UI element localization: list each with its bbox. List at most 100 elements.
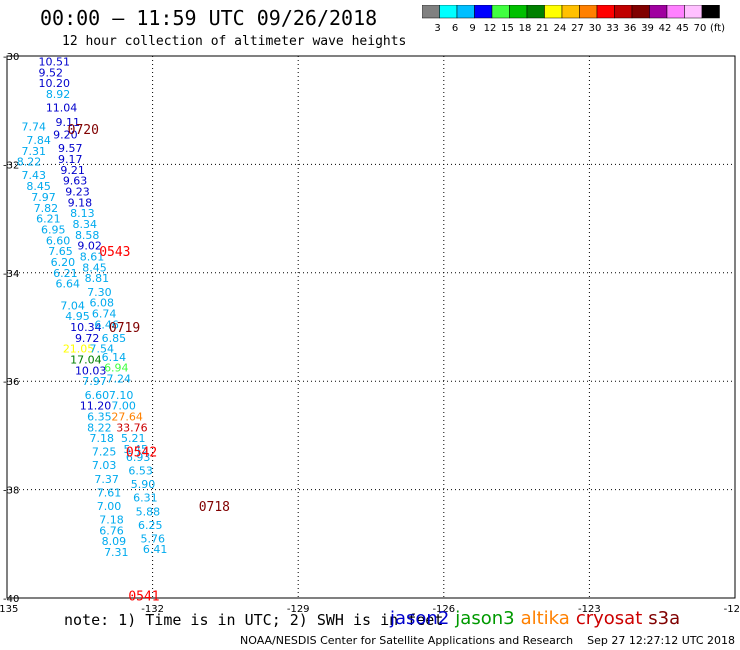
longitude-tick-label: -123 (578, 604, 601, 612)
wave-height-value: 6.14 (102, 351, 127, 364)
wave-height-value: 6.53 (128, 465, 153, 478)
wave-height-value: 7.10 (109, 389, 134, 402)
colorbar-label: 12 (484, 23, 497, 34)
wave-height-value: 6.95 (41, 223, 65, 236)
satellite-legend-s3a: s3a (648, 608, 681, 629)
wave-height-value: 6.60 (46, 234, 71, 247)
wave-height-value: 7.97 (31, 191, 56, 204)
wave-height-value: 7.43 (22, 169, 46, 182)
map-subtitle: 12 hour collection of altimeter wave hei… (62, 34, 407, 49)
wave-height-value: 5.45 (123, 443, 148, 456)
latitude-tick-label: -36 (3, 377, 19, 388)
pass-time-label: 0542 (126, 446, 157, 461)
wave-height-value: 11.04 (46, 101, 78, 114)
wave-height-value: 9.63 (63, 175, 88, 188)
colorbar-swatch (701, 5, 720, 19)
longitude-tick-label: -129 (287, 604, 310, 612)
colorbar-label: 70 (694, 23, 707, 34)
wave-height-value: 7.30 (87, 286, 112, 299)
wave-height-value: 9.20 (53, 129, 78, 142)
map-frame (6, 55, 736, 599)
wave-height-value: 6.46 (94, 318, 119, 331)
pass-time-label: 0719 (109, 321, 140, 336)
latitude-tick-label: -30 (3, 52, 19, 63)
wave-height-value: 21.05 (63, 343, 95, 356)
colorbar-label: 42 (659, 23, 672, 34)
wave-height-value: 7.25 (92, 446, 117, 459)
wave-height-value: 7.18 (99, 513, 124, 526)
colorbar-label: 39 (641, 23, 654, 34)
colorbar-label: 9 (469, 23, 475, 34)
colorbar-label: 30 (589, 23, 602, 34)
wave-height-value: 6.21 (36, 213, 61, 226)
satellite-legend-altika: altika (520, 608, 570, 629)
wave-height-value: 6.94 (104, 362, 129, 375)
wave-height-value: 7.00 (97, 500, 122, 513)
wave-height-value: 6.64 (56, 278, 81, 291)
wave-height-value: 9.02 (77, 240, 102, 253)
colorbar-label: (ft) (710, 23, 725, 34)
latitude-tick-label: -40 (3, 594, 19, 605)
wave-height-value: 7.31 (104, 546, 129, 559)
wave-height-value: 6.85 (102, 332, 127, 345)
wave-height-value: 6.60 (85, 389, 110, 402)
wave-height-value: 6.20 (51, 256, 76, 269)
colorbar-label: 21 (536, 23, 549, 34)
wave-height-value: 10.34 (70, 321, 102, 334)
wave-height-value: 11.20 (80, 400, 112, 413)
satellite-legend-jason3: jason3 (455, 608, 515, 629)
longitude-tick-label: -126 (432, 604, 455, 612)
colorbar-label: 33 (606, 23, 619, 34)
wave-height-value: 10.03 (75, 364, 107, 377)
wave-height-value: 8.81 (85, 272, 110, 285)
wave-height-value: 7.97 (82, 375, 107, 388)
wave-height-value: 8.45 (82, 261, 107, 274)
credit-footer: NOAA/NESDIS Center for Satellite Applica… (240, 634, 736, 647)
latitude-tick-label: -32 (3, 160, 19, 171)
wave-height-value: 4.95 (65, 310, 90, 323)
wave-height-value: 8.22 (87, 421, 112, 434)
wave-height-value: 33.76 (116, 421, 148, 434)
wave-height-value: 7.74 (22, 120, 46, 133)
wave-height-value: 7.61 (97, 486, 122, 499)
wave-height-value: 5.90 (131, 478, 156, 491)
wave-height-value: 8.45 (26, 180, 51, 193)
wave-height-value: 7.00 (111, 400, 136, 413)
wave-height-value: 8.58 (75, 229, 100, 242)
wave-height-map: -135 -132 -129 -126 -123 -120 -30 -32 -34 -36 -38 -… (0, 52, 740, 612)
wave-height-value: 5.21 (121, 432, 146, 445)
colorbar-label: 36 (624, 23, 637, 34)
wave-height-value: 8.13 (70, 207, 95, 220)
pass-time-label: 0718 (199, 500, 230, 515)
colorbar-label: 18 (519, 23, 532, 34)
colorbar-legend: 3 6 9 12 15 18 21 24 27 30 33 36 39 42 45 70 (ft) (422, 5, 725, 34)
wave-height-value: 5.88 (136, 505, 161, 518)
wave-height-value: 8.34 (73, 218, 98, 231)
colorbar-label: 6 (452, 23, 458, 34)
wave-height-value: 7.04 (60, 299, 85, 312)
wave-height-value: 9.21 (60, 164, 85, 177)
pass-time-label: 0541 (128, 589, 159, 604)
wave-height-value: 7.54 (90, 343, 115, 356)
wave-height-value: 7.31 (22, 145, 46, 158)
wave-height-value: 17.04 (70, 354, 102, 367)
wave-height-value: 8.61 (80, 251, 105, 264)
wave-height-value: 9.52 (39, 66, 64, 79)
satellite-legend-cryosat: cryosat (575, 608, 643, 629)
wave-height-value: 7.24 (106, 372, 131, 385)
wave-height-value: 27.64 (111, 410, 143, 423)
longitude-tick-label: -132 (141, 604, 164, 612)
wave-height-value: 7.03 (92, 459, 117, 472)
wave-height-value: 7.82 (34, 202, 59, 215)
satellite-legend-jason2: jason2 (390, 608, 450, 629)
wave-height-value: 6.41 (143, 543, 168, 556)
colorbar-label: 27 (571, 23, 584, 34)
colorbar-label: 24 (554, 23, 567, 34)
wave-height-value: 9.23 (65, 186, 90, 199)
wave-height-value: 9.17 (58, 153, 83, 166)
wave-height-value: 6.74 (92, 307, 117, 320)
wave-height-value: 6.25 (138, 519, 163, 532)
map-title: 00:00 – 11:59 UTC 09/26/2018 (40, 6, 378, 30)
latitude-tick-label: -34 (3, 269, 19, 280)
wave-height-value: 8.22 (17, 156, 41, 169)
